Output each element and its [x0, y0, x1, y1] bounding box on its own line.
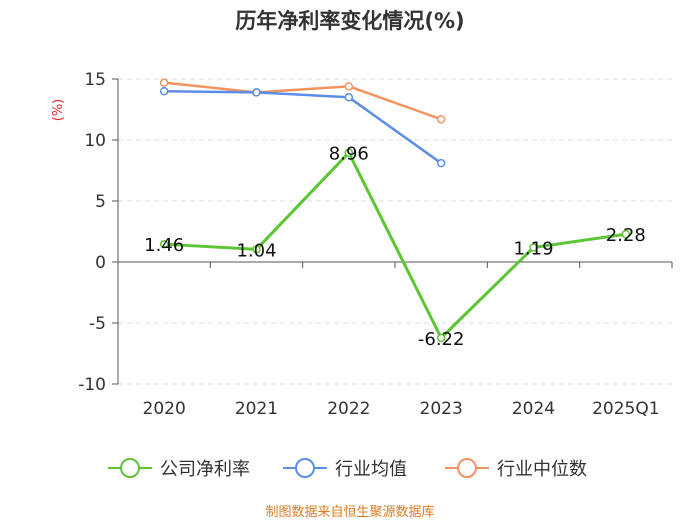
data-label-2: 8.96 [329, 144, 369, 165]
data-labels: 1.46 1.04 8.96 -6.22 1.19 2.28 [144, 144, 646, 350]
y-axis-unit: (%) [51, 99, 66, 122]
data-point-0-2 [344, 148, 354, 157]
series-0 [159, 148, 631, 343]
data-point-2-3 [436, 115, 446, 124]
legend-item-1[interactable]: 行业均值 [283, 458, 407, 480]
x-tick-label-0: 2020 [143, 399, 186, 419]
legend-label-1: 行业均值 [335, 459, 407, 480]
legend-swatch-marker-2 [457, 458, 477, 478]
x-tick-label-4: 2024 [512, 399, 555, 419]
legend[interactable]: 公司净利率 行业均值 行业中位数 [108, 458, 587, 480]
legend-label-2: 行业中位数 [497, 459, 587, 480]
x-tick-label-5: 2025Q1 [592, 399, 659, 419]
y-tick-label-1: 10 [84, 131, 106, 151]
data-label-0: 1.46 [144, 235, 184, 256]
data-point-1-1 [252, 88, 261, 97]
data-point-1-2 [344, 93, 354, 102]
data-point-0-1 [252, 245, 261, 254]
chart-title: 历年净利率变化情况(%) [235, 9, 464, 33]
legend-item-0[interactable]: 公司净利率 [108, 458, 250, 480]
y-tick-label-0: 15 [84, 70, 106, 90]
data-label-5: 2.28 [606, 225, 646, 246]
data-point-1-3 [436, 158, 446, 168]
series-line-2 [164, 81, 442, 121]
legend-item-2[interactable]: 行业中位数 [445, 458, 587, 480]
x-tick-label-2: 2022 [327, 399, 370, 419]
x-tick-label-1: 2021 [235, 399, 278, 419]
series-1 [159, 86, 446, 168]
y-tick-label-2: 5 [95, 192, 106, 212]
axes [112, 78, 673, 385]
y-tick-label-3: 0 [95, 253, 106, 273]
series-layer [159, 78, 631, 343]
data-point-2-2 [344, 82, 354, 91]
data-label-1: 1.04 [236, 240, 276, 261]
series-line-0 [164, 151, 627, 340]
data-point-0-3 [436, 333, 446, 343]
series-line-1 [164, 89, 442, 165]
data-point-0-5 [621, 229, 631, 239]
grid-lines [118, 78, 672, 385]
tick-labels: 15 10 5 0 -5 -10 2020 2021 2022 2023 2024 2025Q1 [78, 70, 659, 419]
series-2 [159, 78, 446, 124]
source-note: 制图数据来自恒生聚源数据库 [265, 504, 434, 520]
x-tick-label-3: 2023 [420, 399, 463, 419]
legend-swatch-marker-0 [120, 458, 140, 478]
data-point-1-0 [159, 86, 169, 96]
data-point-2-0 [159, 78, 169, 87]
y-tick-label-5: -10 [78, 375, 106, 395]
legend-swatch-marker-1 [295, 458, 315, 478]
data-label-3: -6.22 [418, 329, 465, 350]
data-point-0-0 [159, 239, 169, 249]
y-tick-label-4: -5 [89, 314, 106, 334]
data-label-4: 1.19 [513, 238, 553, 259]
legend-label-0: 公司净利率 [160, 459, 250, 480]
data-point-0-4 [529, 243, 538, 252]
